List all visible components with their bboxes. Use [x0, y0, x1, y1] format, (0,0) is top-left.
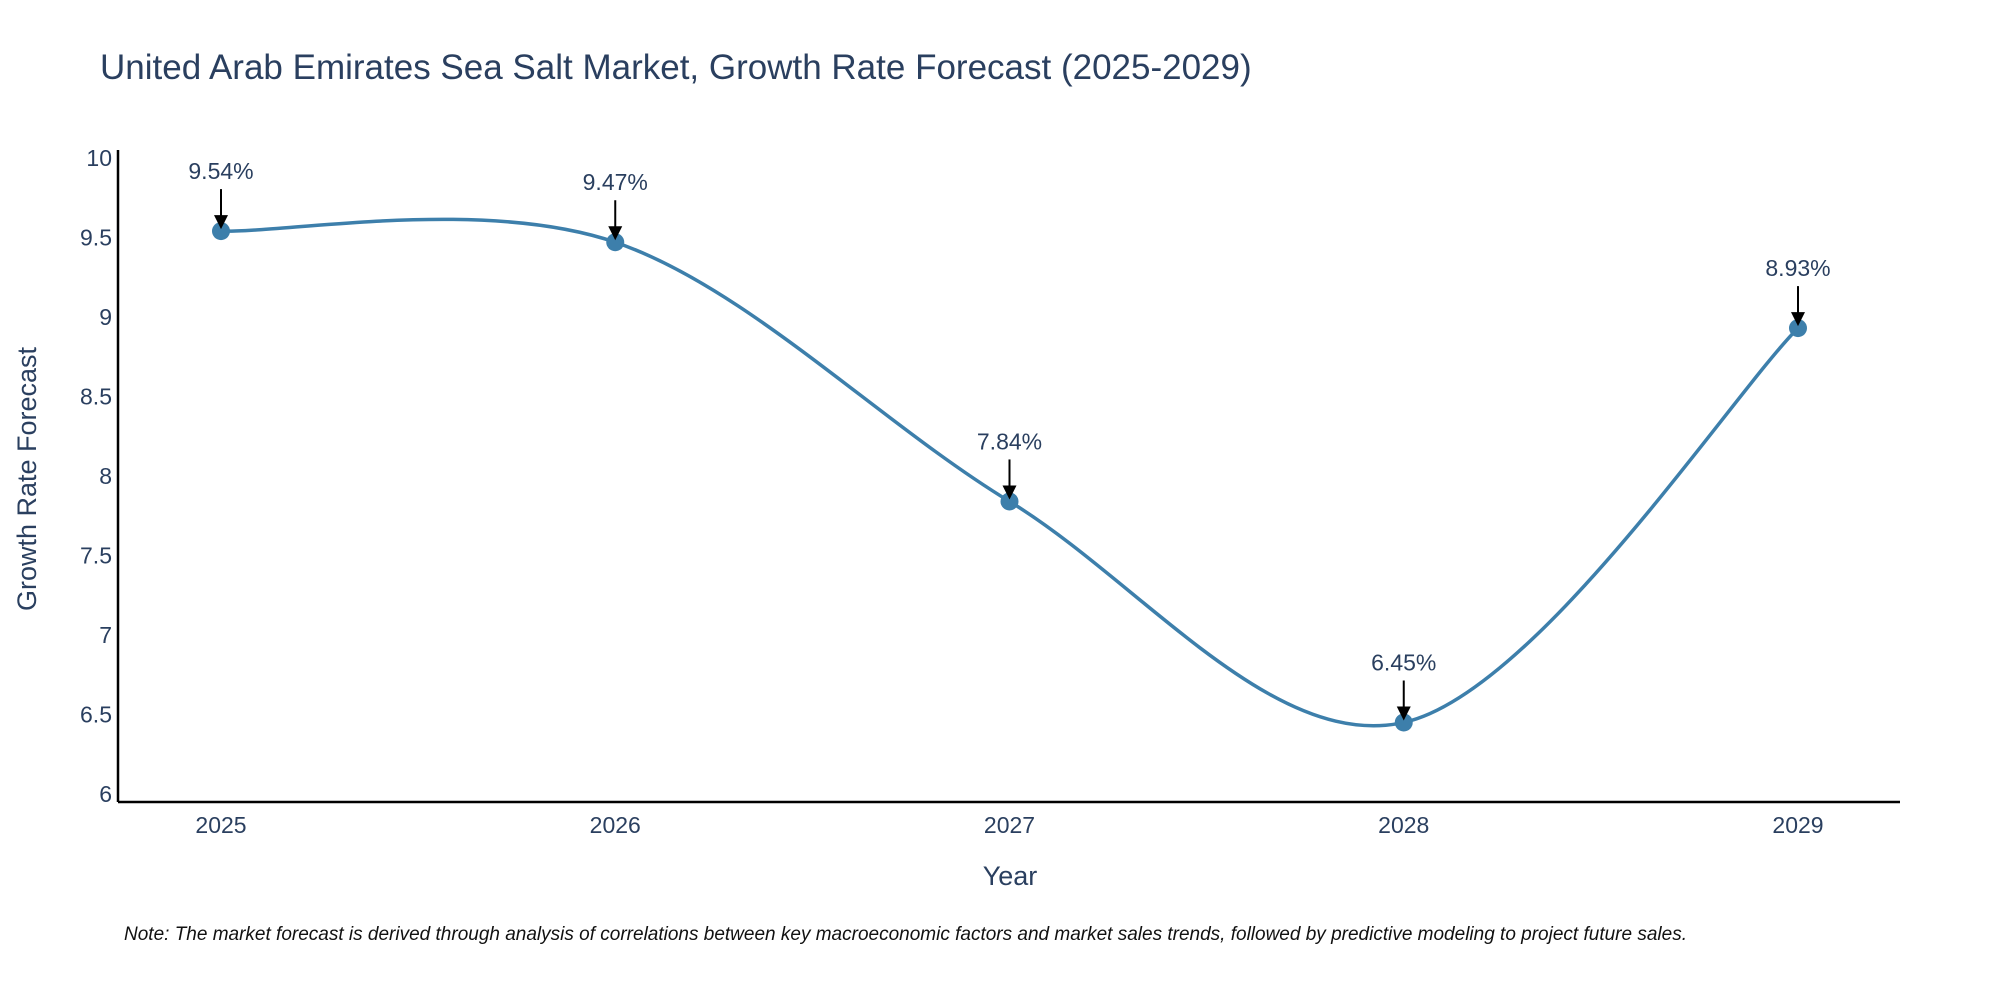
data-point-marker — [1789, 319, 1807, 338]
data-point-marker — [606, 233, 625, 252]
y-tick-label: 8 — [99, 463, 112, 489]
data-annotations: 9.54% 9.47% 7.84% 6.45% 8.93% — [188, 158, 1831, 721]
x-axis-ticks: 2025 2026 2027 2028 2029 — [195, 812, 1823, 838]
y-tick-label: 9 — [99, 304, 112, 330]
x-tick-label: 2026 — [590, 812, 641, 838]
chart-title: United Arab Emirates Sea Salt Market, Gr… — [100, 48, 1252, 87]
y-tick-label: 6.5 — [80, 702, 112, 728]
x-tick-label: 2029 — [1772, 812, 1823, 838]
x-axis-title: Year — [983, 861, 1038, 891]
annotation-arrow-head — [1002, 485, 1017, 500]
x-tick-label: 2027 — [984, 812, 1035, 838]
y-axis-title: Growth Rate Forecast — [12, 346, 42, 611]
y-axis-ticks: 6 6.5 7 7.5 8 8.5 9 9.5 10 — [80, 145, 112, 807]
y-tick-label: 6 — [99, 781, 112, 807]
x-tick-label: 2028 — [1378, 812, 1429, 838]
annotation-arrow-head — [1791, 312, 1805, 327]
y-tick-label: 7.5 — [80, 543, 112, 569]
data-label: 6.45% — [1371, 649, 1436, 675]
annotation-arrow-head — [1396, 706, 1411, 721]
data-point-marker — [1000, 492, 1019, 511]
y-tick-label: 9.5 — [80, 224, 112, 250]
x-tick-label: 2025 — [195, 812, 246, 838]
y-tick-label: 7 — [99, 622, 112, 648]
series-line — [220, 217, 1800, 728]
y-tick-label: 8.5 — [80, 383, 112, 409]
data-label: 9.47% — [583, 169, 648, 195]
data-point-marker — [212, 222, 230, 241]
annotation-arrow-head — [214, 215, 228, 230]
data-label: 8.93% — [1765, 255, 1830, 281]
data-markers — [212, 222, 1807, 732]
annotation-arrow-head — [608, 226, 623, 241]
data-label: 7.84% — [977, 428, 1042, 454]
data-point-marker — [1394, 713, 1413, 732]
footnote: Note: The market forecast is derived thr… — [124, 924, 1687, 945]
data-label: 9.54% — [188, 158, 253, 184]
y-tick-label: 10 — [86, 145, 112, 171]
